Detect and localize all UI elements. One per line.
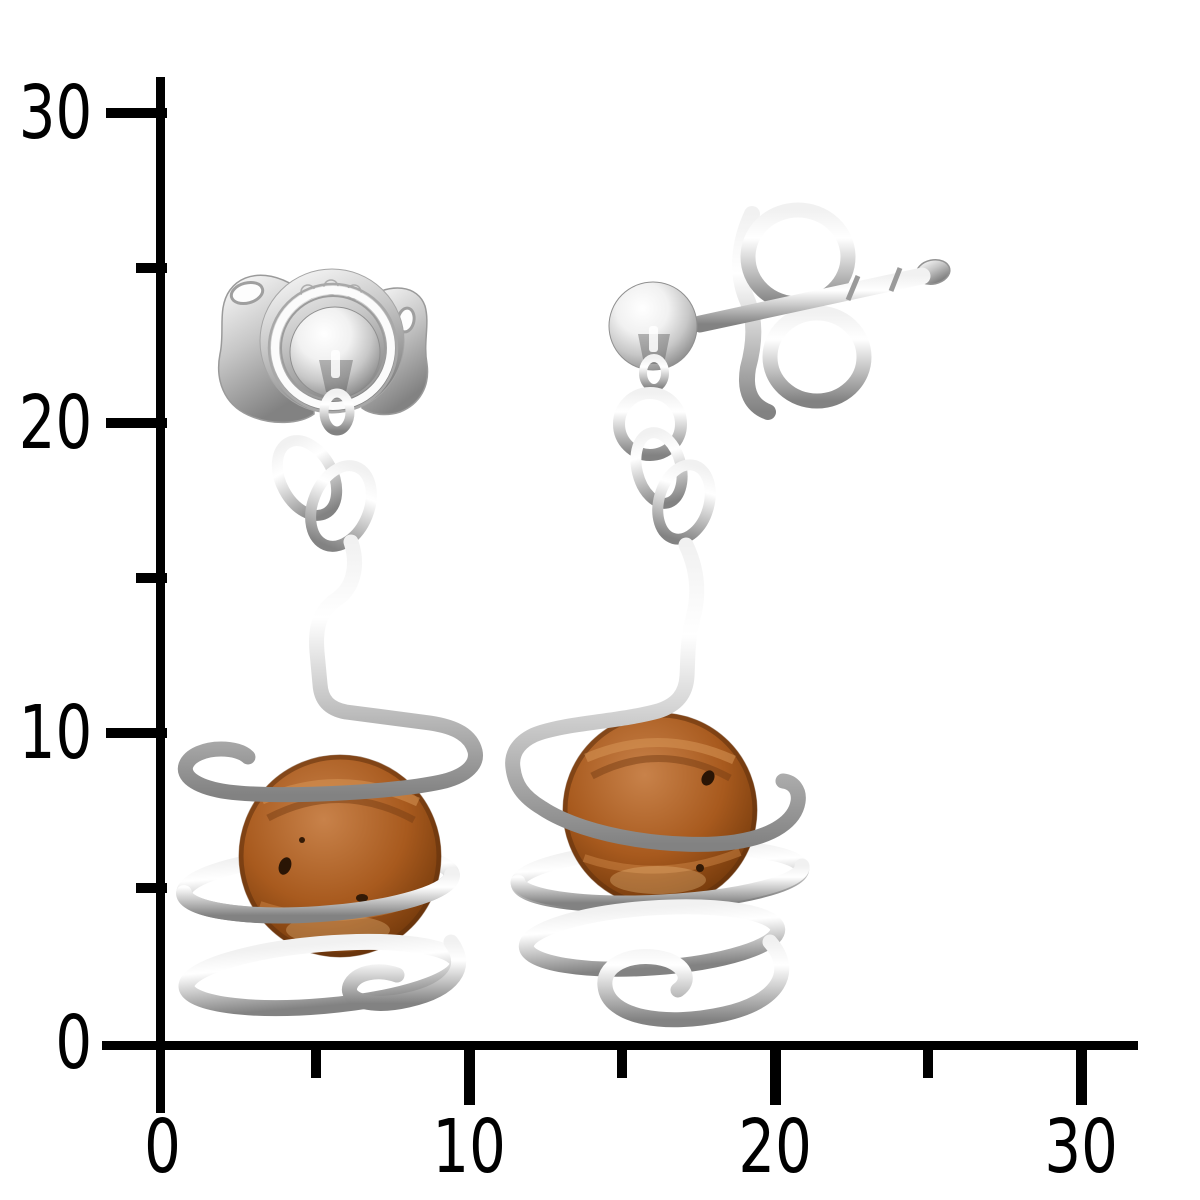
amber-bead-surface — [563, 713, 757, 907]
amber-swirl — [582, 848, 742, 874]
amber-glow — [610, 866, 706, 894]
left-earring — [176, 268, 483, 1017]
x-axis-label-text: 20 — [738, 1104, 812, 1190]
chain-link — [305, 460, 377, 552]
post-notch — [845, 275, 861, 301]
y-axis-label-text: 10 — [18, 690, 92, 776]
y-axis-minor-tick — [136, 883, 167, 893]
spiral-coil — [518, 899, 786, 977]
amber-inclusion — [299, 837, 305, 843]
y-axis-label: 0 — [0, 997, 92, 1089]
connector-loop — [319, 388, 355, 436]
butterfly-loop — [762, 305, 872, 409]
x-axis-label: 10 — [409, 1104, 529, 1196]
spiral-tail — [597, 934, 790, 1028]
y-axis-line — [156, 77, 165, 1113]
butterfly-rim — [280, 295, 386, 401]
stud-ball-reflection — [331, 350, 340, 378]
x-axis-label-text: 0 — [144, 1104, 182, 1190]
x-axis-label-text: 10 — [432, 1104, 506, 1190]
y-axis-minor-tick — [136, 263, 167, 273]
y-axis-label: 30 — [0, 67, 92, 159]
y-axis-label-text: 20 — [18, 380, 92, 466]
amber-bead — [562, 712, 758, 908]
ear-post — [691, 267, 931, 333]
chain-links — [271, 435, 377, 552]
x-axis-major-tick — [770, 1041, 781, 1105]
x-axis-label: 20 — [715, 1104, 835, 1196]
post-notch — [888, 267, 903, 292]
x-axis-major-tick — [1076, 1041, 1087, 1105]
x-axis-label: 0 — [103, 1104, 223, 1196]
y-axis-minor-tick — [136, 573, 167, 583]
butterfly-rim — [267, 282, 399, 414]
right-earring — [505, 202, 951, 1028]
butterfly-rim — [271, 286, 395, 410]
x-axis-label-text: 30 — [1044, 1104, 1118, 1190]
drop-wire — [505, 537, 806, 852]
chain-links — [613, 387, 716, 545]
amber-inclusion — [696, 864, 704, 872]
amber-inclusion — [278, 857, 292, 875]
chain-link — [613, 387, 687, 461]
y-axis-major-tick — [106, 108, 167, 118]
amber-bead-rim — [238, 754, 442, 958]
amber-inclusion — [701, 770, 715, 786]
y-axis-major-tick — [106, 728, 167, 738]
y-axis-major-tick — [106, 418, 167, 428]
x-axis-label: 30 — [1021, 1104, 1141, 1196]
amber-swirl — [584, 738, 736, 765]
spiral-coil — [176, 867, 461, 924]
chain-link — [652, 459, 716, 545]
x-axis-minor-tick — [617, 1041, 627, 1078]
chain-link — [271, 435, 343, 521]
x-axis-minor-tick — [923, 1041, 933, 1078]
amber-inclusion — [356, 894, 368, 902]
amber-swirl — [590, 755, 732, 782]
y-axis-label-text: 30 — [18, 70, 92, 156]
butterfly-wing-hole — [229, 280, 265, 306]
stud-ball-reflection — [649, 326, 658, 352]
y-axis-label: 10 — [0, 687, 92, 779]
drop-wire — [177, 534, 483, 803]
x-axis-minor-tick — [311, 1041, 321, 1078]
x-axis-major-tick — [464, 1041, 475, 1105]
spiral-tail — [342, 934, 467, 1011]
y-axis-label: 20 — [0, 377, 92, 469]
y-axis-label-text: 0 — [55, 1000, 92, 1086]
